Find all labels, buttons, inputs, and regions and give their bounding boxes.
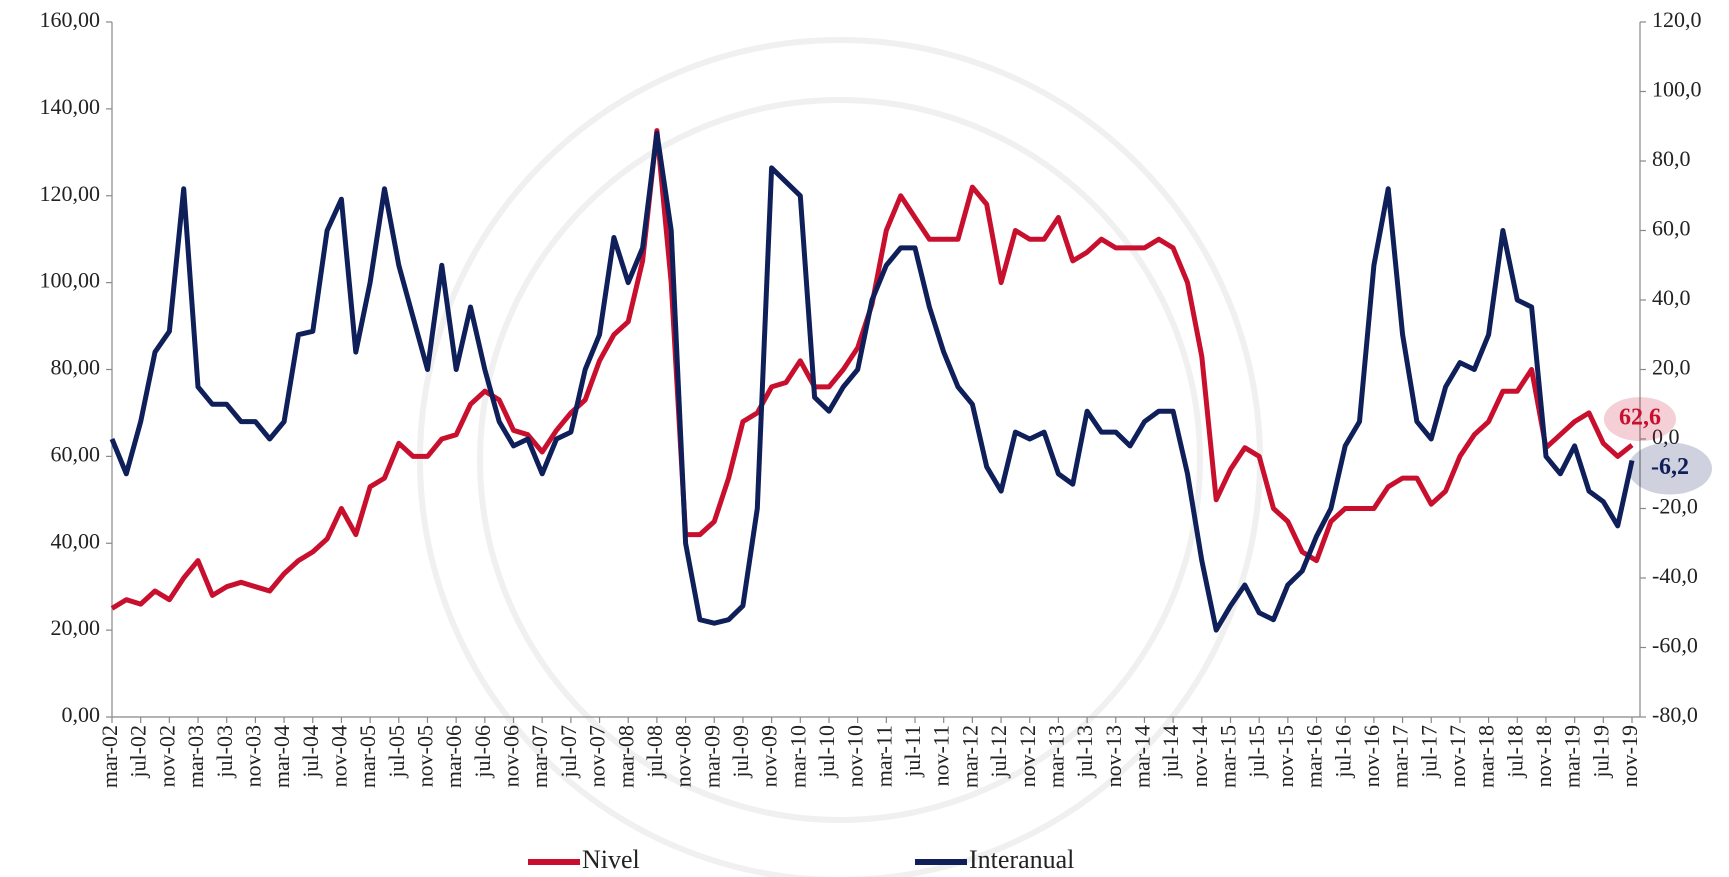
x-tick-label: mar-05 <box>355 725 380 788</box>
value-label-bubble <box>1604 397 1676 442</box>
x-tick-label: nov-14 <box>1187 725 1212 787</box>
x-tick-label: mar-09 <box>699 725 724 788</box>
y-tick-label: 40,00 <box>51 528 101 553</box>
line-series <box>109 130 1635 633</box>
y-tick-label: 20,00 <box>51 615 101 640</box>
x-tick-label: jul-18 <box>1502 725 1527 779</box>
x-tick-label: jul-19 <box>1588 725 1613 779</box>
x-tick-label: mar-18 <box>1474 725 1499 788</box>
x-tick-label: mar-19 <box>1560 725 1585 788</box>
x-tick-label: mar-17 <box>1388 725 1413 788</box>
y2-tick-label: -40,0 <box>1652 563 1698 588</box>
x-tick-label: jul-06 <box>470 725 495 779</box>
x-tick-label: nov-06 <box>499 725 524 787</box>
x-tick-label: jul-05 <box>384 725 409 779</box>
x-tick-label: mar-07 <box>527 725 552 788</box>
x-tick-label: mar-06 <box>441 725 466 788</box>
x-tick-label: nov-10 <box>843 725 868 787</box>
x-tick-label: nov-18 <box>1531 725 1556 787</box>
x-tick-label: jul-09 <box>728 725 753 779</box>
y2-tick-label: 60,0 <box>1652 216 1691 241</box>
y2-tick-label: 80,0 <box>1652 146 1691 171</box>
x-tick-label: mar-04 <box>269 725 294 788</box>
x-tick-label: jul-02 <box>126 725 151 779</box>
y2-tick-label: 100,0 <box>1652 77 1702 102</box>
x-tick-label: jul-03 <box>212 725 237 779</box>
x-tick-label: mar-03 <box>183 725 208 788</box>
y2-tick-label: -20,0 <box>1652 494 1698 519</box>
y-tick-label: 80,00 <box>51 355 101 380</box>
y-tick-label: 60,00 <box>51 441 101 466</box>
x-tick-label: mar-11 <box>871 725 896 787</box>
x-tick-label: nov-04 <box>326 725 351 787</box>
x-tick-label: nov-05 <box>413 725 438 787</box>
x-tick-label: jul-17 <box>1416 725 1441 779</box>
x-tick-label: mar-12 <box>957 725 982 788</box>
legend-label: Interanual <box>969 845 1074 874</box>
x-tick-label: nov-13 <box>1101 725 1126 787</box>
x-tick-label: mar-02 <box>97 725 122 788</box>
value-label: 62,6 <box>1619 405 1661 431</box>
x-tick-label: nov-09 <box>757 725 782 787</box>
x-tick-label: mar-13 <box>1043 725 1068 788</box>
legend-label: Nivel <box>582 845 640 874</box>
y2-tick-label: -80,0 <box>1652 702 1698 727</box>
y-tick-label: 140,00 <box>40 94 101 119</box>
x-tick-label: jul-08 <box>642 725 667 779</box>
y-tick-label: 100,00 <box>40 268 101 293</box>
x-tick-label: mar-15 <box>1216 725 1241 788</box>
x-tick-label: jul-14 <box>1158 725 1183 779</box>
value-label: -6,2 <box>1651 454 1689 480</box>
x-tick-label: nov-07 <box>585 725 610 787</box>
x-tick-label: nov-02 <box>154 725 179 787</box>
x-tick-label: nov-08 <box>671 725 696 787</box>
x-tick-label: nov-12 <box>1015 725 1040 787</box>
y2-tick-label: 0,0 <box>1652 424 1680 449</box>
value-label-bubble <box>1628 442 1712 495</box>
x-tick-label: mar-14 <box>1129 725 1154 788</box>
y2-tick-label: 40,0 <box>1652 285 1691 310</box>
x-tick-label: jul-13 <box>1072 725 1097 779</box>
x-tick-label: jul-16 <box>1330 725 1355 779</box>
x-tick-label: jul-11 <box>900 725 925 778</box>
x-tick-label: nov-15 <box>1273 725 1298 787</box>
y2-tick-label: 20,0 <box>1652 355 1691 380</box>
x-tick-label: jul-10 <box>814 725 839 779</box>
y-tick-label: 120,00 <box>40 181 101 206</box>
x-tick-label: nov-17 <box>1445 725 1470 787</box>
x-tick-label: nov-03 <box>240 725 265 787</box>
x-tick-label: jul-15 <box>1244 725 1269 779</box>
y2-tick-label: -60,0 <box>1652 633 1698 658</box>
x-tick-label: nov-19 <box>1617 725 1642 787</box>
y-tick-label: 0,00 <box>62 702 101 727</box>
x-tick-label: nov-11 <box>929 725 954 787</box>
x-tick-label: jul-12 <box>986 725 1011 779</box>
y-tick-label: 160,00 <box>40 7 101 32</box>
x-tick-label: mar-10 <box>785 725 810 788</box>
x-tick-label: nov-16 <box>1359 725 1384 787</box>
x-tick-label: mar-08 <box>613 725 638 788</box>
x-tick-label: jul-04 <box>298 725 323 779</box>
y2-tick-label: 120,0 <box>1652 7 1702 32</box>
x-tick-label: jul-07 <box>556 725 581 779</box>
x-tick-label: mar-16 <box>1302 725 1327 788</box>
